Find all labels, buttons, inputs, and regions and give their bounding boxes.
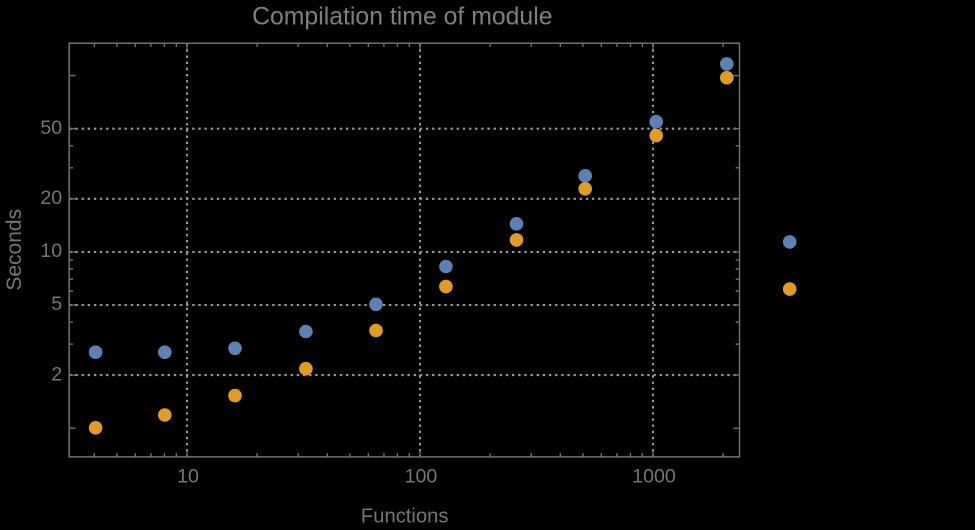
- svg-text:10: 10: [40, 240, 62, 262]
- svg-text:Functions: Functions: [361, 505, 449, 525]
- svg-text:1000: 1000: [632, 466, 676, 488]
- svg-text:20: 20: [40, 187, 62, 209]
- svg-text:10: 10: [177, 466, 199, 488]
- svg-text:Seconds: Seconds: [3, 209, 26, 291]
- svg-text:2: 2: [51, 363, 62, 385]
- svg-text:5: 5: [51, 293, 62, 315]
- svg-text:Compilation time of module: Compilation time of module: [252, 4, 552, 31]
- svg-text:100: 100: [405, 466, 438, 488]
- svg-text:50: 50: [40, 117, 62, 139]
